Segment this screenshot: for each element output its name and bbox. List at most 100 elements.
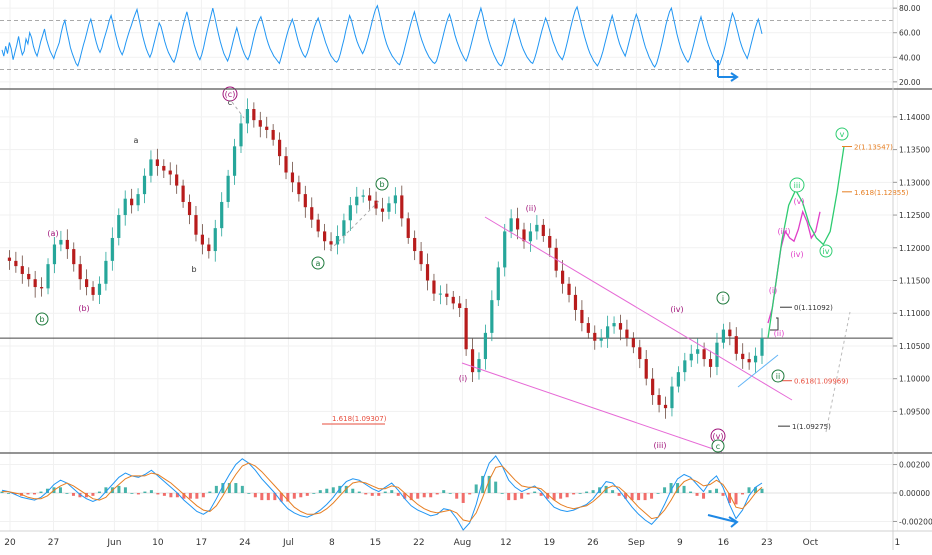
candle-body <box>734 336 738 354</box>
signal-line <box>2 462 763 523</box>
wave-label-ring <box>819 244 833 258</box>
wave-label[interactable]: (c) <box>222 86 238 102</box>
fib-bracket <box>770 317 779 331</box>
macd-histogram-bar <box>201 493 205 498</box>
candle-body <box>65 239 69 250</box>
candle-body <box>175 174 179 186</box>
candle-body <box>117 215 121 238</box>
x-tick-label: 26 <box>587 538 599 548</box>
macd-histogram-bar <box>572 493 576 495</box>
x-tick-label: 15 <box>370 538 381 548</box>
macd-histogram-bar <box>325 488 329 493</box>
candle-body <box>200 234 204 245</box>
macd-histogram-bar <box>149 490 153 493</box>
candle-body <box>374 200 378 209</box>
macd-line <box>1 455 763 531</box>
candle-body <box>586 323 590 333</box>
wave-label[interactable]: (iii) <box>654 441 667 450</box>
wave-label[interactable]: (iv) <box>790 250 803 259</box>
candle-body <box>91 287 95 295</box>
x-tick-label: 23 <box>761 538 772 548</box>
candle-body <box>728 329 732 337</box>
macd-histogram-bar <box>227 483 231 493</box>
candle-body <box>696 349 700 354</box>
y-tick-label: 60.00 <box>899 29 921 38</box>
candle-body <box>470 349 475 373</box>
wave-label[interactable]: (b) <box>78 304 89 313</box>
wave-label[interactable]: c <box>228 98 232 107</box>
candle-body <box>104 260 108 284</box>
candle-body <box>708 359 713 367</box>
candle-body <box>638 347 642 360</box>
candle-body <box>290 172 295 183</box>
macd-histogram-bar <box>195 493 199 499</box>
wave-label[interactable]: (iii) <box>778 227 791 236</box>
wave-label[interactable]: c <box>711 439 725 453</box>
x-tick-label: Jun <box>106 538 121 548</box>
channel-lower-line[interactable] <box>461 362 723 453</box>
wave-label[interactable]: (a) <box>47 229 58 238</box>
wave-label[interactable]: ii <box>771 369 785 383</box>
channel-upper-line[interactable] <box>484 216 793 401</box>
y-tick-label: 1.14000 <box>899 113 930 122</box>
wave-label[interactable]: a <box>311 256 325 270</box>
candle-body <box>168 170 172 175</box>
wave-label[interactable]: (ii) <box>526 204 537 213</box>
macd-histogram-bar <box>78 493 82 498</box>
projection-dashed <box>825 311 851 433</box>
wave-label[interactable]: iv <box>819 244 833 258</box>
candle-body <box>39 287 44 289</box>
wave-label[interactable]: a <box>134 136 139 145</box>
candle-body <box>123 198 127 216</box>
macd-histogram-bar <box>260 493 264 501</box>
candle-body <box>52 244 57 265</box>
candle-body <box>413 237 417 252</box>
wave-label-text: ii <box>776 372 780 381</box>
wave-label[interactable]: (i) <box>769 286 777 295</box>
wave-label[interactable]: b <box>191 265 196 274</box>
x-tick-label: 27 <box>48 538 59 548</box>
trendline-blue[interactable] <box>737 354 779 388</box>
wave-label[interactable]: b <box>375 177 389 191</box>
macd-histogram-bar <box>461 493 465 503</box>
candle-body <box>580 309 584 324</box>
macd-histogram-bar <box>240 485 244 493</box>
wave-label[interactable]: v <box>835 127 849 141</box>
y-tick-label: 1.09500 <box>899 407 930 416</box>
macd-histogram-bar <box>435 493 439 495</box>
macd-histogram-bar <box>266 493 270 501</box>
wave-label[interactable]: i <box>716 291 730 305</box>
macd-histogram-bar <box>162 493 166 496</box>
wave-label[interactable]: (iv) <box>670 305 683 314</box>
macd-histogram-bar <box>58 487 62 493</box>
macd-histogram-bar <box>39 491 43 493</box>
macd-histogram-bar <box>591 490 595 493</box>
macd-histogram-bar <box>487 475 491 493</box>
candle-body <box>271 129 275 140</box>
macd-panel <box>0 455 893 531</box>
candle-body <box>644 359 648 379</box>
macd-histogram-bar <box>442 490 446 493</box>
candle-body <box>232 146 237 176</box>
macd-histogram-bar <box>65 493 69 494</box>
macd-histogram-bar <box>32 493 36 495</box>
macd-histogram-bar <box>552 493 556 501</box>
macd-histogram-bar <box>578 493 582 494</box>
macd-histogram-bar <box>143 491 147 493</box>
candle-body <box>387 203 391 212</box>
macd-histogram-bar <box>175 493 179 498</box>
x-tick-label: 10 <box>152 538 164 548</box>
candle-body <box>220 201 224 229</box>
macd-histogram-bar <box>500 493 504 494</box>
candle-body <box>316 219 320 232</box>
candle-body <box>380 208 385 212</box>
candle-body <box>458 303 462 308</box>
macd-histogram-bar <box>279 493 283 502</box>
wave-label[interactable]: (i) <box>459 374 467 383</box>
wave-label[interactable]: b <box>35 312 49 326</box>
fib-level-label: 0.618(1.09969) <box>794 378 849 386</box>
wave-label[interactable]: (v) <box>794 197 805 206</box>
wave-label[interactable]: (ii) <box>774 329 785 338</box>
wave-label-text: c <box>228 98 232 107</box>
wave-label[interactable]: iii <box>789 177 805 193</box>
